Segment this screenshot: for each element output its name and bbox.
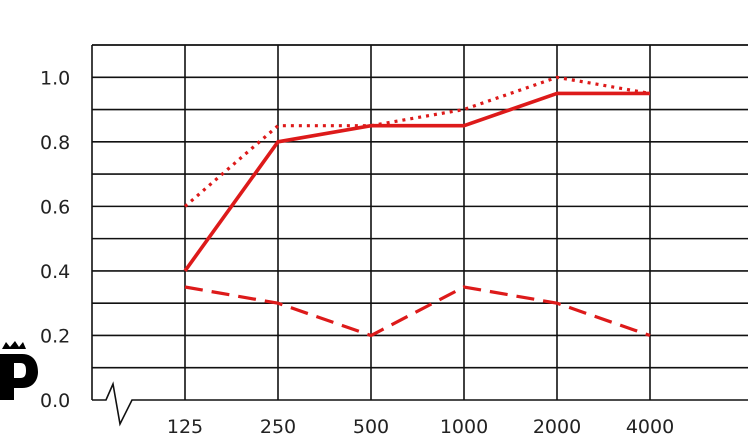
y-tick-label: 1.0 — [40, 67, 70, 89]
axis-break — [92, 381, 748, 427]
series-line-dotted — [183, 75, 651, 208]
x-tick-label: 250 — [260, 416, 296, 438]
y-tick-label: 0.6 — [40, 196, 70, 218]
chart-series — [183, 75, 651, 338]
y-tick-label: 0.2 — [40, 325, 70, 347]
series-line-solid — [183, 91, 650, 272]
y-tick-label: 0.0 — [40, 390, 70, 412]
x-tick-label: 2000 — [533, 416, 581, 438]
x-tick-label: 1000 — [440, 416, 488, 438]
chart-grid — [91, 44, 748, 400]
x-tick-label: 125 — [167, 416, 203, 438]
x-axis-ticks: 125 250 500 1000 2000 4000 — [167, 416, 674, 438]
x-tick-label: 500 — [353, 416, 389, 438]
series-line-dashed — [184, 285, 651, 338]
x-axis-baseline-break — [92, 381, 748, 427]
y-axis-ticks: 0.0 0.2 0.4 0.6 0.8 1.0 — [40, 67, 70, 412]
y-tick-label: 0.8 — [40, 132, 70, 154]
crown-p-logo-icon — [0, 341, 38, 400]
x-tick-label: 4000 — [626, 416, 674, 438]
y-tick-label: 0.4 — [40, 261, 70, 283]
